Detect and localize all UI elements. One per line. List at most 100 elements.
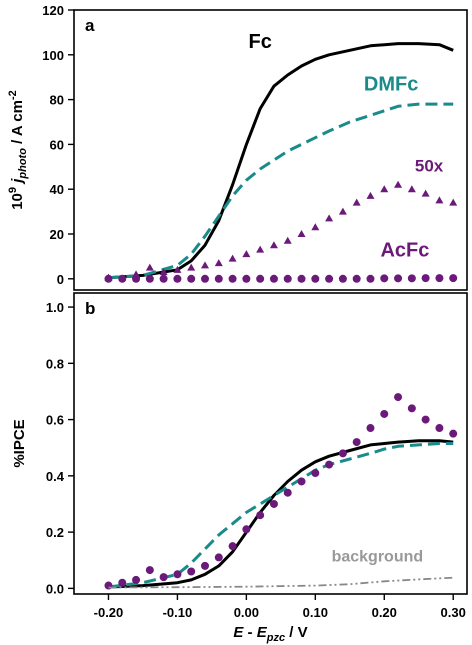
data-point-acfc bbox=[104, 274, 113, 283]
data-point-acfc bbox=[311, 274, 320, 283]
series-annotation: AcFc bbox=[380, 239, 429, 261]
data-point-acfc bbox=[325, 274, 334, 283]
data-point-acfc bbox=[352, 438, 361, 447]
y-tick-label: 0.4 bbox=[46, 469, 65, 484]
data-point-acfc bbox=[421, 274, 430, 283]
data-point-acfc bbox=[269, 499, 278, 508]
y-tick-label: 40 bbox=[50, 182, 64, 197]
data-point-acfc bbox=[366, 274, 375, 283]
y-tick-label: 20 bbox=[50, 227, 64, 242]
data-point-acfc bbox=[173, 274, 182, 283]
data-point-acfc bbox=[394, 393, 403, 402]
data-point-acfc bbox=[407, 404, 416, 413]
data-point-50x bbox=[421, 189, 430, 197]
plot-frame bbox=[73, 9, 468, 291]
y-tick-label: 0.6 bbox=[46, 413, 64, 428]
series-line-dmfc bbox=[108, 102, 454, 280]
data-point-50x bbox=[435, 196, 444, 204]
data-point-50x bbox=[159, 268, 168, 276]
y-tick-label: 0 bbox=[57, 272, 64, 287]
y-tick-label: 0.2 bbox=[46, 525, 64, 540]
data-point-50x bbox=[407, 185, 416, 193]
data-point-acfc bbox=[366, 424, 375, 433]
data-point-50x bbox=[394, 180, 403, 188]
data-point-acfc bbox=[338, 274, 347, 283]
x-tick-label: 0.20 bbox=[372, 605, 397, 620]
data-point-acfc bbox=[256, 274, 265, 283]
data-point-acfc bbox=[228, 274, 237, 283]
data-point-acfc bbox=[325, 460, 334, 469]
y-tick-label: 1.0 bbox=[46, 300, 64, 315]
series-line-background bbox=[108, 576, 454, 589]
panel-a: a 0 20 40 60 80 100 120 109 jphoto / A cm-2 Fc DMF… bbox=[7, 3, 468, 291]
data-point-50x bbox=[145, 263, 154, 271]
x-tick-label: -0.20 bbox=[94, 605, 124, 620]
data-point-acfc bbox=[297, 274, 306, 283]
data-point-acfc bbox=[132, 575, 141, 584]
data-point-acfc bbox=[132, 274, 141, 283]
data-point-acfc bbox=[159, 573, 168, 582]
data-point-acfc bbox=[435, 424, 444, 433]
data-point-50x bbox=[380, 185, 389, 193]
series-annotation: DMFc bbox=[364, 74, 418, 96]
data-point-50x bbox=[228, 254, 237, 262]
series-line-fc bbox=[108, 42, 454, 280]
data-point-50x bbox=[338, 207, 347, 215]
data-point-50x bbox=[214, 259, 223, 267]
panel-b: b 0.0 0.2 0.4 0.6 0.8 1.0 -0.20 -0.10 0.00 0.10 0.2… bbox=[11, 292, 468, 644]
data-point-50x bbox=[352, 198, 361, 206]
x-tick-label: -0.10 bbox=[163, 605, 193, 620]
x-tick-label: 0.00 bbox=[234, 605, 259, 620]
data-point-acfc bbox=[269, 274, 278, 283]
data-point-acfc bbox=[449, 429, 458, 438]
data-point-acfc bbox=[201, 274, 209, 283]
data-point-acfc bbox=[338, 449, 347, 458]
data-point-acfc bbox=[214, 553, 223, 562]
data-point-acfc bbox=[311, 469, 320, 478]
series-annotation: Fc bbox=[248, 31, 271, 53]
data-point-50x bbox=[173, 265, 182, 273]
data-point-acfc bbox=[380, 274, 389, 283]
panel-letter: b bbox=[85, 299, 95, 318]
data-point-acfc bbox=[145, 566, 154, 575]
y-tick-label: 0.8 bbox=[46, 356, 64, 371]
data-point-50x bbox=[297, 230, 306, 237]
y-tick-label: 60 bbox=[50, 137, 64, 152]
series-line-dmfc bbox=[108, 442, 454, 589]
data-point-acfc bbox=[256, 511, 265, 520]
series-annotation: 50x bbox=[415, 156, 444, 175]
y-tick-label: 0.0 bbox=[46, 581, 64, 596]
y-tick-label: 80 bbox=[50, 93, 64, 108]
x-tick-label: 0.30 bbox=[441, 605, 466, 620]
data-point-50x bbox=[325, 214, 334, 222]
y-tick-label: 100 bbox=[42, 48, 64, 63]
data-point-acfc bbox=[118, 578, 127, 587]
data-point-50x bbox=[269, 241, 278, 249]
panel-letter: a bbox=[85, 16, 95, 35]
data-point-acfc bbox=[145, 274, 154, 283]
x-axis-label: E - Epzc / V bbox=[233, 624, 307, 644]
plot-frame bbox=[73, 292, 468, 595]
data-point-acfc bbox=[297, 477, 306, 486]
data-point-acfc bbox=[283, 488, 292, 497]
data-point-50x bbox=[187, 263, 196, 271]
data-point-acfc bbox=[201, 561, 209, 570]
y-axis-label: 109 jphoto / A cm-2 bbox=[7, 90, 29, 210]
series-annotation: background bbox=[332, 549, 424, 566]
data-point-acfc bbox=[187, 274, 196, 283]
y-tick-label: 120 bbox=[42, 3, 64, 18]
data-point-50x bbox=[449, 198, 458, 206]
data-point-acfc bbox=[159, 274, 168, 283]
data-point-acfc bbox=[435, 274, 444, 283]
data-point-acfc bbox=[394, 274, 403, 283]
series-line-fc bbox=[108, 439, 454, 589]
data-point-acfc bbox=[187, 567, 196, 576]
data-point-acfc bbox=[228, 542, 237, 551]
data-point-50x bbox=[201, 261, 209, 269]
data-point-50x bbox=[256, 245, 265, 253]
data-point-acfc bbox=[214, 274, 223, 283]
data-point-acfc bbox=[421, 415, 430, 424]
data-point-acfc bbox=[242, 525, 251, 534]
data-point-acfc bbox=[352, 274, 361, 283]
